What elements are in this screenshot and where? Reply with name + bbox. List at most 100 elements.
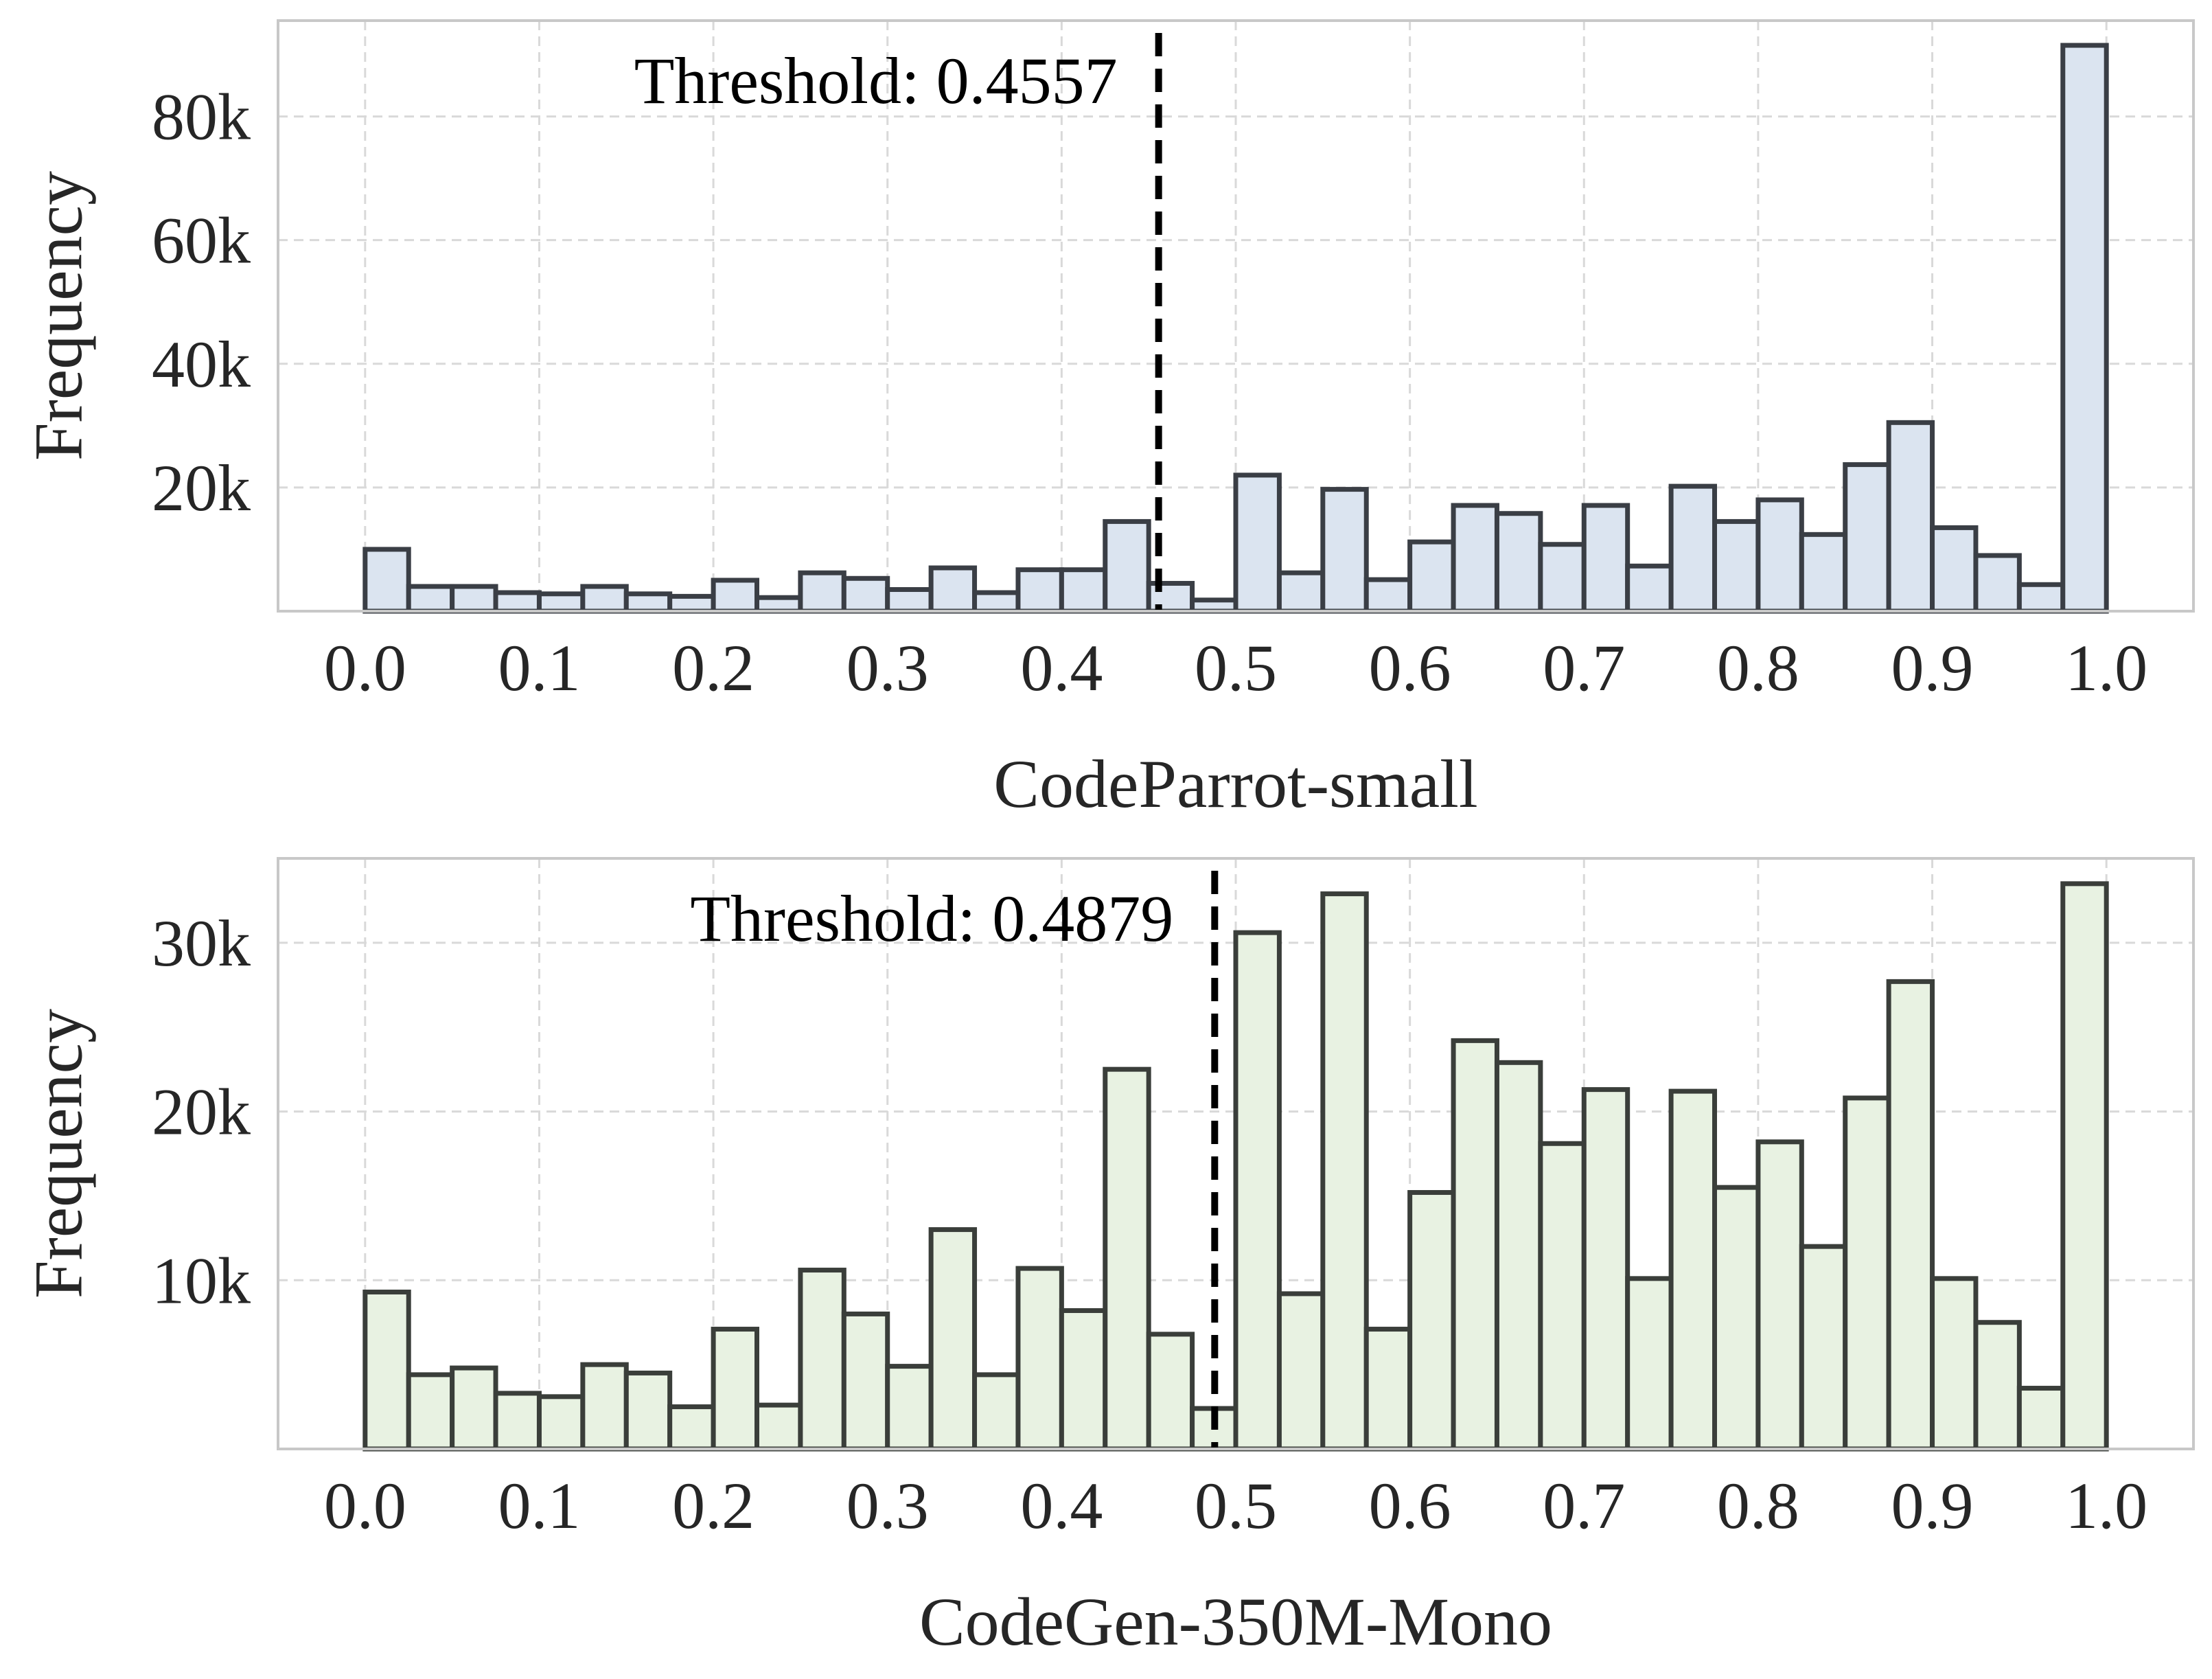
histogram-bars bbox=[362, 881, 2109, 1452]
histogram-bar bbox=[362, 547, 411, 614]
x-axis-label: CodeParrot-small bbox=[993, 746, 1477, 822]
x-tick-label: 0.3 bbox=[846, 1469, 929, 1542]
histogram-bar bbox=[885, 586, 934, 614]
histogram-bar bbox=[1755, 1139, 1804, 1452]
x-tick-label: 0.5 bbox=[1195, 1469, 1277, 1542]
histogram-bar bbox=[885, 1364, 934, 1452]
histogram-bar bbox=[1407, 539, 1456, 614]
histogram-bar bbox=[1451, 1038, 1499, 1452]
y-axis-label: Frequency bbox=[21, 1009, 97, 1299]
histogram-bar bbox=[1973, 1320, 2022, 1452]
histogram-bar bbox=[1103, 518, 1151, 614]
histogram-bar bbox=[1233, 472, 1282, 614]
codeparrot-histogram-panel: 0.0 0.1 0.2 0.3 0.4 0.5 0.6 0.7 0.8 0.9 1.0 20k 40k… bbox=[21, 19, 2195, 822]
x-tick-label: 0.7 bbox=[1543, 1469, 1625, 1542]
y-tick-label: 20k bbox=[152, 451, 251, 525]
histogram-bar bbox=[1233, 930, 1282, 1452]
histogram-bar bbox=[450, 1365, 498, 1452]
histogram-bar bbox=[536, 591, 586, 614]
histogram-bar bbox=[1059, 1308, 1108, 1452]
y-tick-label: 80k bbox=[152, 80, 251, 154]
x-tick-label: 0.3 bbox=[846, 631, 929, 705]
y-tick-label: 20k bbox=[152, 1075, 251, 1149]
histogram-bar bbox=[1755, 497, 1804, 614]
histogram-bar bbox=[1146, 1332, 1195, 1452]
y-tick-labels: 10k 20k 30k bbox=[152, 906, 251, 1317]
x-tick-label: 0.9 bbox=[1891, 1469, 1974, 1542]
histogram-bar bbox=[1581, 1087, 1631, 1452]
y-axis-label: Frequency bbox=[21, 171, 97, 461]
histogram-bar bbox=[1538, 542, 1587, 614]
histogram-bar bbox=[1494, 511, 1543, 614]
x-tick-label: 0.9 bbox=[1891, 631, 1974, 705]
histogram-bar bbox=[1015, 1266, 1064, 1452]
histogram-bar bbox=[1843, 1095, 1891, 1452]
plot-frame bbox=[277, 19, 2195, 613]
histogram-bar bbox=[972, 590, 1021, 614]
x-tick-label: 1.0 bbox=[2065, 1469, 2147, 1542]
histogram-bar bbox=[1930, 1276, 1979, 1452]
x-tick-label: 0.2 bbox=[672, 1469, 754, 1542]
histogram-bar bbox=[1494, 1060, 1543, 1452]
x-tick-label: 0.0 bbox=[324, 631, 406, 705]
x-tick-label: 0.1 bbox=[498, 631, 580, 705]
histogram-bar bbox=[754, 1402, 803, 1452]
x-tick-label: 0.1 bbox=[498, 1469, 580, 1542]
histogram-bar bbox=[798, 570, 846, 614]
y-tick-label: 60k bbox=[152, 204, 251, 277]
histogram-bar bbox=[798, 1268, 846, 1452]
histogram-bar bbox=[493, 590, 542, 614]
histogram-bar bbox=[1799, 532, 1848, 614]
histogram-bar bbox=[623, 1370, 673, 1452]
x-tick-labels: 0.0 0.1 0.2 0.3 0.4 0.5 0.6 0.7 0.8 0.9 1.0 bbox=[324, 1469, 2147, 1542]
histogram-bar bbox=[2060, 43, 2109, 614]
histogram-bar bbox=[841, 1311, 890, 1452]
histogram-bar bbox=[1059, 567, 1108, 614]
histogram-bar bbox=[928, 1227, 978, 1452]
histogram-bar bbox=[1276, 570, 1326, 614]
y-tick-label: 10k bbox=[152, 1244, 251, 1317]
histogram-bar bbox=[667, 593, 716, 614]
histogram-bar bbox=[1363, 577, 1413, 614]
histogram-bar bbox=[1668, 483, 1717, 614]
histogram-bar bbox=[1712, 518, 1761, 614]
histogram-bar bbox=[711, 578, 760, 614]
histogram-bar bbox=[1668, 1088, 1717, 1452]
codegen-histogram-panel: 0.0 0.1 0.2 0.3 0.4 0.5 0.6 0.7 0.8 0.9 1.0 10k 20k… bbox=[21, 857, 2195, 1660]
histogram-bar bbox=[406, 584, 455, 614]
histogram-bar bbox=[536, 1394, 586, 1452]
histogram-bar bbox=[972, 1372, 1021, 1452]
x-tick-label: 1.0 bbox=[2065, 631, 2147, 705]
x-tick-label: 0.8 bbox=[1717, 631, 1799, 705]
histogram-bar bbox=[1886, 420, 1935, 614]
threshold-label: Threshold: 0.4557 bbox=[634, 44, 1118, 117]
histogram-bar bbox=[928, 565, 978, 614]
histogram-bar bbox=[1015, 567, 1064, 614]
histogram-bar bbox=[2016, 1386, 2066, 1452]
histogram-bar bbox=[1320, 487, 1369, 614]
histogram-bar bbox=[2016, 582, 2066, 614]
histogram-bar bbox=[1625, 1276, 1674, 1452]
histogram-bar bbox=[754, 595, 803, 614]
x-tick-label: 0.8 bbox=[1717, 1469, 1799, 1542]
histogram-bar bbox=[1276, 1291, 1326, 1452]
plot-frame bbox=[277, 857, 2195, 1450]
histogram-bar bbox=[1625, 563, 1674, 614]
histogram-bar bbox=[1973, 553, 2022, 614]
x-tick-label: 0.6 bbox=[1369, 631, 1451, 705]
y-tick-labels: 20k 40k 60k 80k bbox=[152, 80, 251, 525]
histogram-bar bbox=[711, 1327, 760, 1452]
histogram-bars bbox=[362, 43, 2109, 614]
histogram-bar bbox=[1712, 1185, 1761, 1452]
histogram-bar bbox=[1407, 1190, 1456, 1452]
x-tick-label: 0.4 bbox=[1020, 1469, 1103, 1542]
histogram-bar bbox=[1581, 503, 1631, 614]
histogram-bar bbox=[1843, 462, 1891, 614]
histogram-bar bbox=[450, 584, 498, 614]
x-tick-label: 0.0 bbox=[324, 1469, 406, 1542]
histogram-bar bbox=[623, 591, 673, 614]
histogram-bar bbox=[406, 1372, 455, 1452]
histogram-bar bbox=[667, 1404, 716, 1452]
y-tick-label: 30k bbox=[152, 906, 251, 980]
